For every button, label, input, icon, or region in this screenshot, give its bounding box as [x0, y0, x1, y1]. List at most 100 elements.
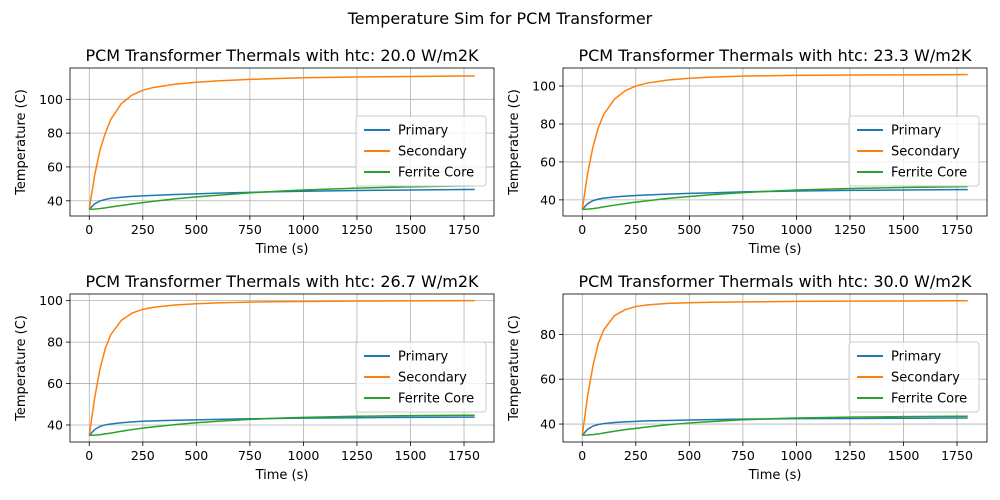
x-tick-label: 1750 — [448, 448, 480, 463]
x-tick-label: 750 — [731, 448, 755, 463]
series-line-primary — [88, 188, 475, 210]
x-axis-label: Time (s) — [255, 242, 309, 257]
y-axis-label: Temperature (C) — [507, 89, 522, 196]
legend-box — [848, 341, 980, 413]
series-line-secondary — [88, 299, 475, 436]
y-axis-label: Temperature (C) — [14, 89, 29, 196]
x-tick-label: 250 — [624, 222, 648, 237]
x-tick-label: 0 — [578, 222, 586, 237]
series-line-secondary — [581, 299, 968, 436]
legend: Primary Secondary Ferrite Core — [355, 115, 487, 187]
x-tick-label: 1250 — [341, 222, 373, 237]
figure-suptitle: Temperature Sim for PCM Transformer — [347, 9, 653, 28]
legend-box — [355, 115, 487, 187]
subplot-3: PCM Transformer Thermals with htc: 26.7 … — [14, 272, 495, 483]
y-tick-label: 60 — [47, 159, 63, 174]
x-tick-label: 1000 — [781, 222, 813, 237]
legend-label: Ferrite Core — [398, 392, 474, 407]
y-axis-label: Temperature (C) — [14, 315, 29, 422]
x-axis-label: Time (s) — [748, 468, 802, 483]
subplot-title: PCM Transformer Thermals with htc: 20.0 … — [85, 46, 479, 65]
x-tick-label: 750 — [238, 222, 262, 237]
plot-area-frame — [69, 67, 495, 217]
legend-label: Primary — [891, 350, 942, 365]
x-tick-label: 750 — [731, 222, 755, 237]
series-line-secondary — [581, 73, 968, 210]
y-tick-label: 40 — [540, 417, 556, 432]
plot-area-frame — [562, 67, 988, 217]
x-tick-label: 1000 — [781, 448, 813, 463]
y-tick-label: 40 — [47, 418, 63, 433]
x-axis-label: Time (s) — [748, 242, 802, 257]
x-tick-label: 1500 — [888, 448, 920, 463]
x-tick-label: 500 — [677, 222, 701, 237]
y-tick-label: 60 — [47, 376, 63, 391]
y-tick-label: 80 — [540, 327, 556, 342]
legend-box — [848, 115, 980, 187]
x-tick-label: 0 — [85, 448, 93, 463]
legend-label: Primary — [398, 124, 449, 139]
legend: Primary Secondary Ferrite Core — [355, 341, 487, 413]
series-line-primary — [581, 188, 968, 210]
subplot-title: PCM Transformer Thermals with htc: 23.3 … — [578, 46, 972, 65]
x-tick-label: 1500 — [395, 222, 427, 237]
y-axis-label: Temperature (C) — [507, 315, 522, 422]
subplot-2: PCM Transformer Thermals with htc: 23.3 … — [507, 46, 988, 257]
subplot-4: PCM Transformer Thermals with htc: 30.0 … — [507, 272, 988, 483]
legend-label: Secondary — [398, 145, 467, 160]
x-tick-label: 1250 — [834, 222, 866, 237]
series-line-primary — [581, 417, 968, 436]
x-tick-label: 250 — [131, 222, 155, 237]
y-tick-label: 60 — [540, 372, 556, 387]
legend-label: Secondary — [891, 145, 960, 160]
legend-label: Secondary — [398, 371, 467, 386]
x-tick-label: 1000 — [288, 222, 320, 237]
x-tick-label: 500 — [677, 448, 701, 463]
x-tick-label: 0 — [578, 448, 586, 463]
legend-label: Secondary — [891, 371, 960, 386]
subplot-title: PCM Transformer Thermals with htc: 30.0 … — [578, 272, 972, 291]
y-tick-label: 40 — [47, 193, 63, 208]
x-tick-label: 1000 — [288, 448, 320, 463]
x-tick-label: 1750 — [448, 222, 480, 237]
x-tick-label: 1500 — [888, 222, 920, 237]
y-tick-label: 80 — [540, 116, 556, 131]
series-line-ferrite-core — [582, 185, 968, 211]
y-tick-label: 80 — [47, 126, 63, 141]
y-tick-label: 100 — [39, 92, 63, 107]
x-tick-label: 1250 — [834, 448, 866, 463]
legend-box — [355, 341, 487, 413]
x-tick-label: 500 — [184, 222, 208, 237]
series-line-ferrite-core — [89, 414, 475, 437]
y-tick-label: 60 — [540, 154, 556, 169]
x-tick-label: 250 — [131, 448, 155, 463]
x-tick-label: 250 — [624, 448, 648, 463]
y-tick-label: 40 — [540, 192, 556, 207]
x-tick-label: 0 — [85, 222, 93, 237]
legend-label: Primary — [398, 350, 449, 365]
plot-area-frame — [562, 293, 988, 443]
legend: Primary Secondary Ferrite Core — [848, 115, 980, 187]
legend: Primary Secondary Ferrite Core — [848, 341, 980, 413]
y-tick-label: 100 — [532, 79, 556, 94]
x-tick-label: 1750 — [941, 222, 973, 237]
series-line-ferrite-core — [582, 415, 968, 437]
legend-label: Ferrite Core — [398, 166, 474, 181]
legend-label: Ferrite Core — [891, 166, 967, 181]
subplot-title: PCM Transformer Thermals with htc: 26.7 … — [85, 272, 479, 291]
x-tick-label: 750 — [238, 448, 262, 463]
x-tick-label: 1500 — [395, 448, 427, 463]
legend-label: Ferrite Core — [891, 392, 967, 407]
series-line-primary — [88, 416, 475, 436]
x-tick-label: 500 — [184, 448, 208, 463]
y-tick-label: 100 — [39, 293, 63, 308]
subplot-grid: PCM Transformer Thermals with htc: 20.0 … — [14, 46, 988, 483]
series-line-secondary — [88, 75, 475, 210]
x-axis-label: Time (s) — [255, 468, 309, 483]
series-line-ferrite-core — [89, 184, 475, 210]
legend-label: Primary — [891, 124, 942, 139]
plot-area-frame — [69, 293, 495, 443]
subplot-1: PCM Transformer Thermals with htc: 20.0 … — [14, 46, 495, 257]
x-tick-label: 1750 — [941, 448, 973, 463]
